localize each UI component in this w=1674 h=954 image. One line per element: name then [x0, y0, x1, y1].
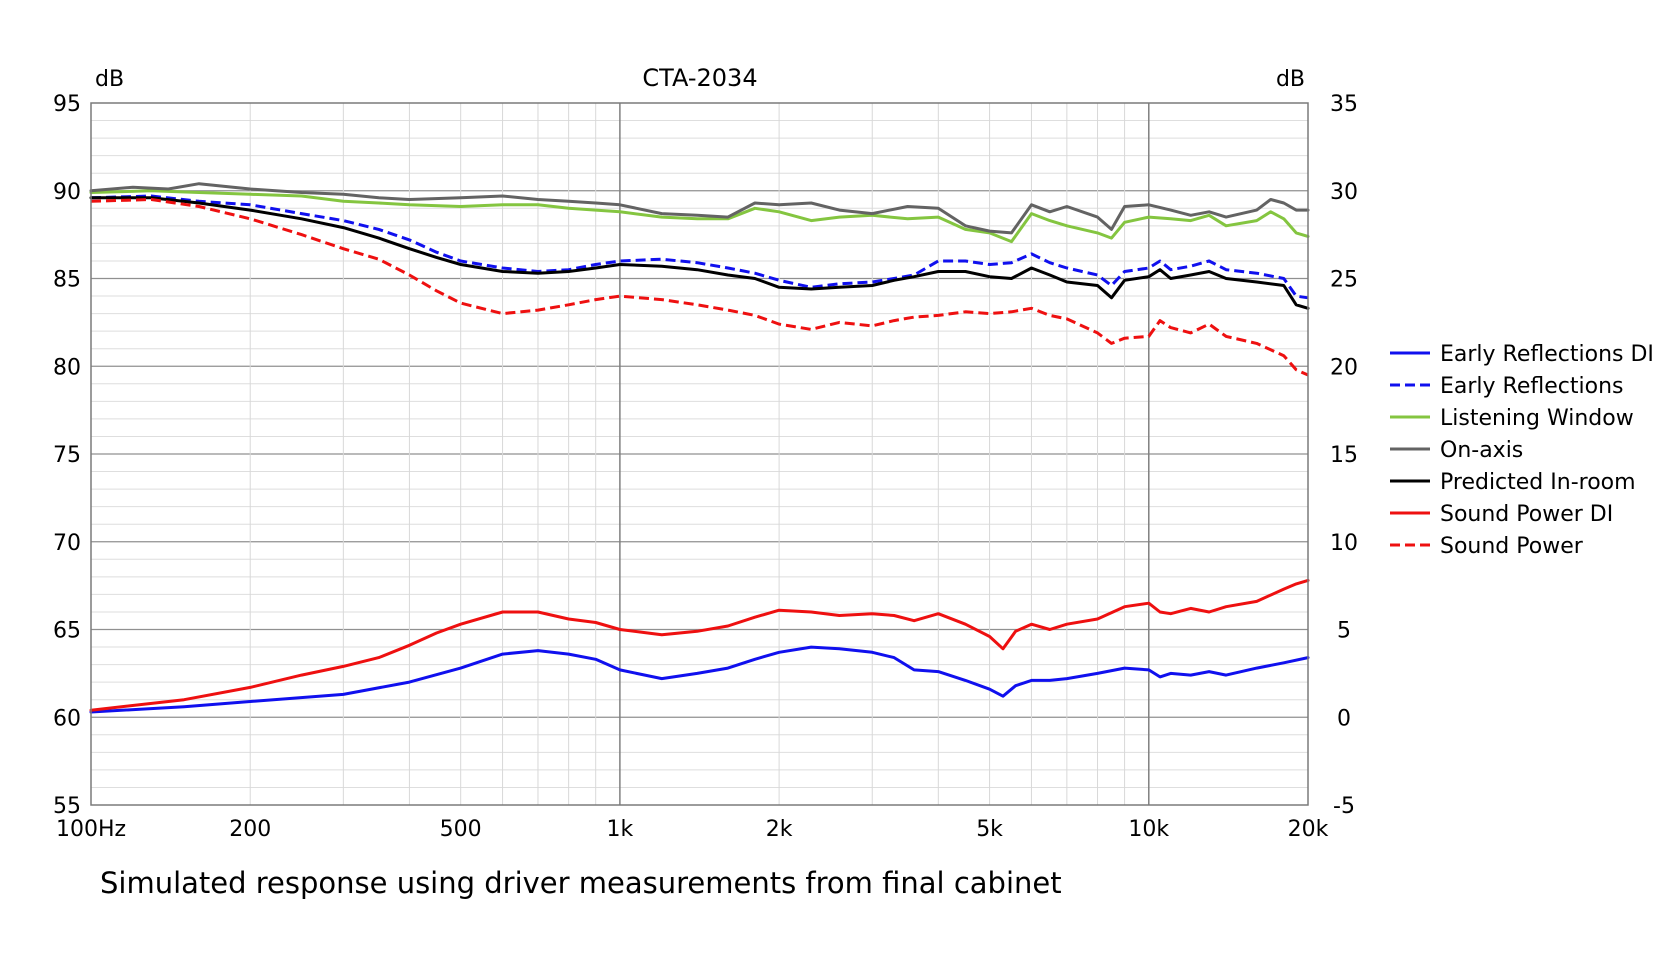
- y-left-tick-label: 55: [53, 794, 81, 819]
- y-right-tick-label: 10: [1330, 531, 1358, 556]
- x-tick-label: 1k: [607, 817, 634, 842]
- y-left-tick-label: 80: [53, 355, 81, 380]
- series-line-sound-power-di: [89, 578, 1310, 712]
- legend-entry: Sound Power DI: [1440, 502, 1613, 527]
- y-right-tick-label: -5: [1333, 794, 1355, 819]
- y-right-tick-label: 20: [1330, 355, 1358, 380]
- figure-caption: Simulated response using driver measurem…: [100, 866, 1062, 900]
- x-tick-label: 20k: [1288, 817, 1329, 842]
- x-tick-label: 500: [440, 817, 482, 842]
- chart-title: CTA-2034: [642, 64, 757, 92]
- tick-label-layer: 100Hz 200 500 1k 2k 5k 10k 20k95908580757065605…: [53, 92, 1358, 842]
- series-line-early-reflections-di: [89, 645, 1310, 714]
- x-tick-label: 200: [229, 817, 271, 842]
- y-right-tick-label: 5: [1337, 619, 1351, 644]
- x-tick-label: 5k: [976, 817, 1003, 842]
- legend-entry: Early Reflections: [1440, 374, 1623, 399]
- series-line-on-axis: [89, 182, 1310, 235]
- x-tick-label: 10k: [1128, 817, 1169, 842]
- legend-entry: Early Reflections DI: [1440, 342, 1654, 367]
- legend-entry: On-axis: [1440, 438, 1523, 463]
- y-left-tick-label: 90: [53, 180, 81, 205]
- legend-entry: Listening Window: [1440, 406, 1634, 431]
- y-left-tick-label: 60: [53, 706, 81, 731]
- y-right-tick-label: 25: [1330, 268, 1358, 293]
- grid-layer: [91, 103, 1308, 805]
- y-right-tick-label: 30: [1330, 180, 1358, 205]
- x-tick-label: 2k: [766, 817, 793, 842]
- plot-frame: [90, 102, 1309, 806]
- y-left-tick-label: 75: [53, 443, 81, 468]
- series-line-predicted-in-room: [89, 196, 1310, 310]
- series-line-listening-window: [89, 189, 1310, 244]
- series-line-early-reflections: [90, 194, 1309, 300]
- right-axis-unit: dB: [1276, 67, 1305, 92]
- y-left-tick-label: 70: [53, 531, 81, 556]
- y-left-tick-label: 65: [53, 619, 81, 644]
- y-right-tick-label: 15: [1330, 443, 1358, 468]
- series-layer: [89, 182, 1310, 714]
- legend-entry: Sound Power: [1440, 534, 1584, 559]
- y-left-tick-label: 95: [53, 92, 81, 117]
- left-axis-unit: dB: [95, 67, 124, 92]
- x-tick-label: 100Hz: [56, 817, 126, 842]
- y-right-tick-label: 0: [1337, 706, 1351, 731]
- legend: Early Reflections DI Early Reflections Lis…: [1390, 342, 1654, 559]
- legend-entry: Predicted In-room: [1440, 470, 1636, 495]
- y-left-tick-label: 85: [53, 268, 81, 293]
- y-right-tick-label: 35: [1330, 92, 1358, 117]
